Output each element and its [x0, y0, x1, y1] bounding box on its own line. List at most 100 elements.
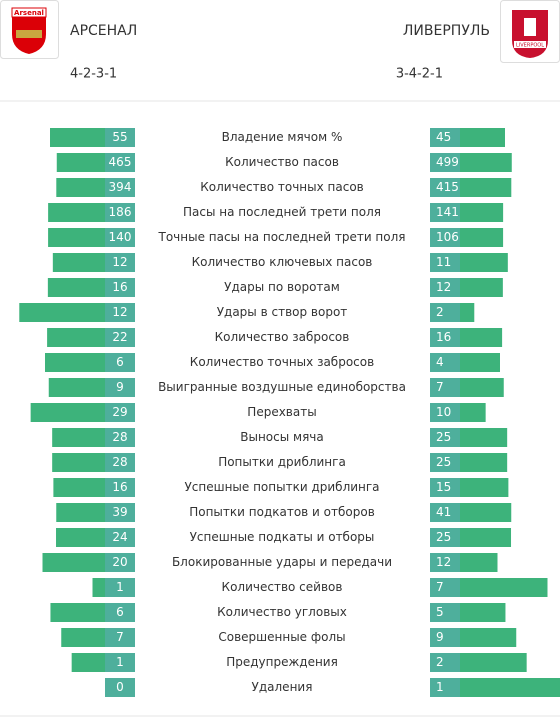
- home-bar: [45, 353, 105, 372]
- stat-label: Успешные подкаты и отборы: [190, 530, 375, 544]
- home-bar: [48, 203, 105, 222]
- home-value: 394: [109, 180, 132, 194]
- home-bar: [50, 603, 105, 622]
- home-value-box: [105, 503, 135, 522]
- home-bar: [48, 378, 105, 397]
- away-value-box: [430, 253, 460, 272]
- away-bar: [460, 428, 508, 447]
- away-value-box: [430, 553, 460, 572]
- stat-label: Количество угловых: [217, 605, 347, 619]
- home-team-name: АРСЕНАЛ: [70, 23, 137, 39]
- home-value: 39: [112, 505, 127, 519]
- away-value-box: [430, 453, 460, 472]
- away-value-box: [430, 628, 460, 647]
- stat-label: Количество ключевых пасов: [192, 255, 373, 269]
- stat-label: Количество забросов: [215, 330, 350, 344]
- away-bar: [460, 453, 508, 472]
- home-crest-text: Arsenal: [14, 9, 44, 17]
- away-value: 4: [436, 355, 444, 369]
- home-value: 28: [112, 455, 127, 469]
- away-bar: [460, 678, 560, 697]
- home-value: 0: [116, 680, 124, 694]
- away-value: 25: [436, 430, 451, 444]
- away-value: 415: [436, 180, 459, 194]
- stat-label: Количество точных пасов: [200, 180, 364, 194]
- stat-label: Удары по воротам: [224, 280, 340, 294]
- home-value: 20: [112, 555, 127, 569]
- stat-label: Перехваты: [247, 405, 316, 419]
- stat-label: Точные пасы на последней трети поля: [157, 230, 405, 244]
- home-value: 1: [116, 580, 124, 594]
- away-crest-text: LIVERPOOL: [516, 43, 544, 49]
- away-value-box: [430, 153, 460, 172]
- away-value-box: [430, 303, 460, 322]
- away-bar: [460, 403, 486, 422]
- away-crest-bird: [524, 18, 536, 36]
- away-formation: 3-4-2-1: [396, 67, 443, 82]
- away-bar: [460, 578, 548, 597]
- home-value-box: [105, 228, 135, 247]
- home-value-box: [105, 678, 135, 697]
- away-value: 41: [436, 505, 451, 519]
- away-value: 12: [436, 555, 451, 569]
- home-value: 1: [116, 655, 124, 669]
- home-bar: [92, 578, 105, 597]
- home-value-box: [105, 278, 135, 297]
- home-formation: 4-2-3-1: [70, 67, 117, 82]
- away-value-box: [430, 603, 460, 622]
- home-value-box: [105, 303, 135, 322]
- stat-label: Предупреждения: [226, 655, 338, 669]
- home-value-box: [105, 253, 135, 272]
- home-value-box: [105, 628, 135, 647]
- away-bar: [460, 528, 512, 547]
- away-bar: [460, 503, 512, 522]
- home-bar: [56, 503, 105, 522]
- stat-label: Совершенные фолы: [218, 630, 345, 644]
- home-value-box: [105, 328, 135, 347]
- away-value-box: [430, 428, 460, 447]
- stat-label: Попытки подкатов и отборов: [189, 505, 375, 519]
- away-bar: [460, 328, 503, 347]
- away-value: 15: [436, 480, 451, 494]
- home-value-box: [105, 178, 135, 197]
- home-bar: [19, 303, 106, 322]
- away-bar: [460, 278, 503, 297]
- home-bar: [53, 478, 105, 497]
- home-bar: [50, 128, 105, 147]
- home-bar: [52, 453, 105, 472]
- stat-label: Пасы на последней трети поля: [183, 205, 381, 219]
- away-value: 499: [436, 155, 459, 169]
- away-value: 11: [436, 255, 451, 269]
- home-bar: [42, 553, 105, 572]
- away-bar: [460, 153, 512, 172]
- away-value: 7: [436, 380, 444, 394]
- away-bar: [460, 553, 498, 572]
- home-value-box: [105, 653, 135, 672]
- stat-label: Блокированные удары и передачи: [172, 555, 392, 569]
- away-value-box: [430, 203, 460, 222]
- away-value: 2: [436, 655, 444, 669]
- home-bar: [56, 528, 105, 547]
- home-value-box: [105, 528, 135, 547]
- away-bar: [460, 178, 512, 197]
- home-value-box: [105, 153, 135, 172]
- stat-label: Выносы мяча: [240, 430, 324, 444]
- home-bar: [47, 328, 105, 347]
- home-value: 12: [112, 305, 127, 319]
- stat-label: Удаления: [252, 680, 313, 694]
- home-value: 22: [112, 330, 127, 344]
- stat-label: Успешные попытки дриблинга: [184, 480, 379, 494]
- away-value-box: [430, 403, 460, 422]
- away-bar: [460, 303, 475, 322]
- home-crest-band: [11, 7, 47, 18]
- away-value: 2: [436, 305, 444, 319]
- away-value: 10: [436, 405, 451, 419]
- home-value: 29: [112, 405, 127, 419]
- away-value: 25: [436, 455, 451, 469]
- away-bar: [460, 128, 505, 147]
- home-bar: [56, 153, 105, 172]
- stat-label: Выигранные воздушные единоборства: [158, 380, 406, 394]
- away-value-box: [430, 128, 460, 147]
- home-value: 186: [109, 205, 132, 219]
